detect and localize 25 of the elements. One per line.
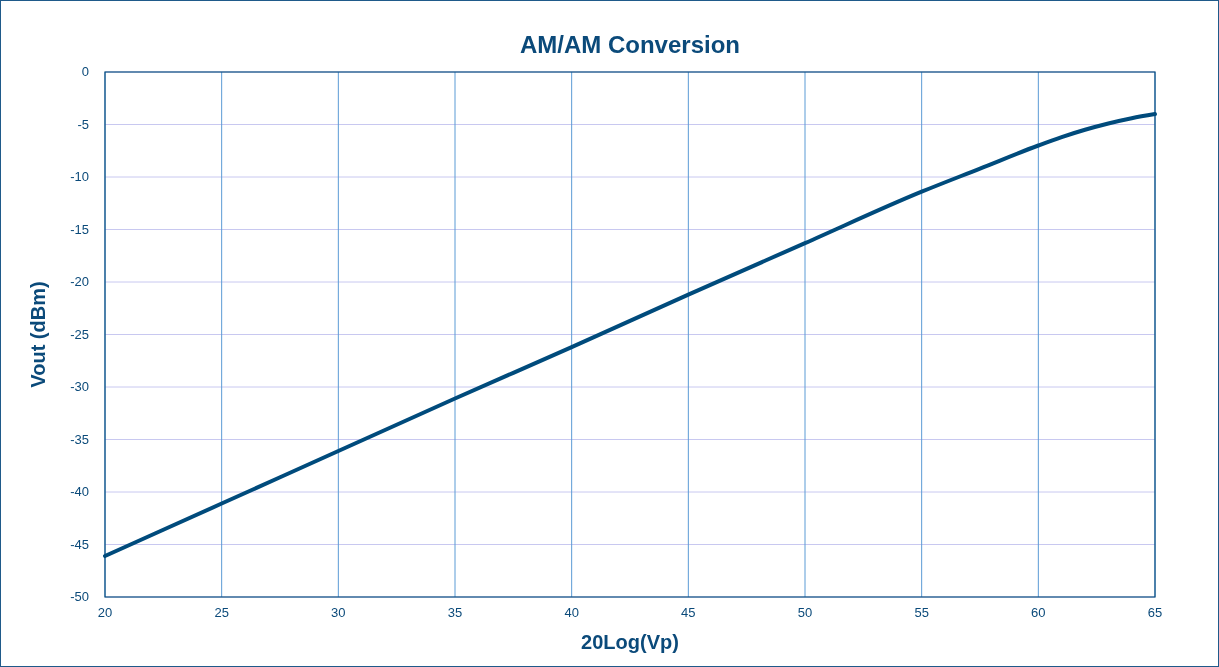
y-tick-label: -40 — [70, 484, 89, 499]
y-tick-label: -15 — [70, 221, 89, 237]
y-tick-label: -30 — [70, 379, 89, 394]
x-tick-label: 60 — [1031, 605, 1046, 620]
y-tick-label: -45 — [70, 536, 89, 552]
x-tick-label: 45 — [681, 605, 696, 620]
x-tick-label: 35 — [447, 605, 463, 620]
y-tick-label: -20 — [70, 274, 89, 289]
y-tick-label: -50 — [70, 589, 89, 604]
x-tick-label: 40 — [564, 605, 579, 620]
x-tick-label: 65 — [1147, 605, 1163, 620]
y-tick-label: -5 — [77, 116, 89, 132]
x-tick-label: 30 — [331, 605, 346, 620]
x-tick-label: 50 — [797, 605, 813, 620]
y-tick-label: -35 — [70, 431, 89, 447]
x-tick-label: 25 — [214, 605, 229, 620]
y-tick-label: 0 — [81, 64, 89, 79]
chart-title: AM/AM Conversion — [519, 31, 741, 58]
y-tick-label: -10 — [70, 169, 89, 184]
line-series — [103, 112, 1157, 559]
x-axis-title: 20Log(Vp) — [581, 631, 679, 653]
x-tick-label: 55 — [914, 605, 929, 620]
y-axis-title: Vout (dBm) — [27, 281, 49, 388]
x-tick-label: 20 — [97, 605, 113, 620]
y-tick-label: -25 — [70, 326, 89, 342]
